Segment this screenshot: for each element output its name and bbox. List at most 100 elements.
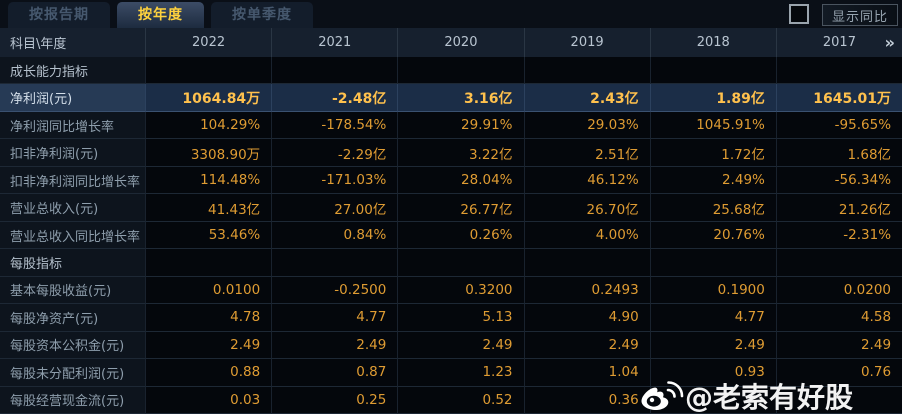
tab-period-0[interactable]: 按报告期 — [8, 2, 110, 28]
row-label: 净利润同比增长率 — [0, 111, 145, 140]
table-cell: 1045.91% — [649, 111, 776, 140]
table-cell: 2.51亿 — [523, 139, 650, 167]
row-label: 成长能力指标 — [0, 57, 145, 85]
table-cell: 0.0200 — [775, 276, 902, 305]
table-cell: 104.29% — [145, 111, 272, 140]
table-cell: 3.16亿 — [397, 84, 524, 112]
table-cell: 0.84% — [271, 221, 398, 250]
show-yoy-checkbox[interactable] — [789, 4, 809, 24]
more-years-icon[interactable]: » — [884, 33, 895, 52]
table-cell: 0.25 — [271, 386, 398, 414]
row-label: 扣非净利润同比增长率 — [0, 166, 145, 195]
table-cell: 46.12% — [523, 166, 650, 195]
year-column-header: 2017 — [775, 28, 902, 57]
table-cell — [523, 57, 650, 85]
table-cell: 5.13 — [397, 304, 524, 332]
row-label: 净利润(元) — [0, 84, 145, 112]
table-cell: 4.78 — [145, 304, 272, 332]
table-cell: 1.89亿 — [649, 84, 776, 112]
table-cell: 0.88 — [145, 359, 272, 387]
year-column-header: 2019 — [523, 28, 650, 57]
table-cell: 0.1900 — [649, 276, 776, 305]
table-cell — [775, 386, 902, 414]
table-row: 营业总收入同比增长率 53.46% 0.84% 0.26% 4.00% 20.76% -2.… — [0, 221, 902, 250]
table-cell: -171.03% — [271, 166, 398, 195]
table-cell: 114.48% — [145, 166, 272, 195]
table-cell — [775, 249, 902, 277]
table-cell: -95.65% — [775, 111, 902, 140]
table-cell: 0.87 — [271, 359, 398, 387]
table-row: 净利润(元) 1064.84万 -2.48亿 3.16亿 2.43亿 1.89亿 1645.… — [0, 84, 902, 112]
table-cell: 0.3200 — [397, 276, 524, 305]
table-cell: 0.0100 — [145, 276, 272, 305]
table-cell: 2.49% — [649, 166, 776, 195]
table-row: 营业总收入(元) 41.43亿 27.00亿 26.77亿 26.70亿 25.68亿 21… — [0, 194, 902, 222]
table-cell: 0.52 — [397, 386, 524, 414]
table-cell: 0.26% — [397, 221, 524, 250]
corner-header: 科目\年度 — [10, 37, 67, 52]
year-headers: 2022 2021 2020 2019 2018 2017 — [145, 28, 902, 57]
table-cell: 0.36 — [523, 386, 650, 414]
table-cell: 2.49 — [523, 331, 650, 360]
section-row: 成长能力指标 — [0, 57, 902, 85]
table-cell: 1645.01万 — [775, 84, 902, 112]
table-cell: 2.49 — [271, 331, 398, 360]
table-cell: 2.49 — [775, 331, 902, 360]
row-label: 基本每股收益(元) — [0, 276, 145, 305]
table-cell — [397, 57, 524, 85]
table-cell — [271, 249, 398, 277]
table-cell: -0.2500 — [271, 276, 398, 305]
year-column-header: 2021 — [271, 28, 397, 57]
table-cell — [649, 386, 776, 414]
table-cell: -2.48亿 — [271, 84, 398, 112]
period-tabbar: 按报告期 按年度 按单季度 显示同比 — [0, 0, 902, 28]
table-cell: -2.31% — [775, 221, 902, 250]
table-cell — [145, 57, 272, 85]
table-cell: 28.04% — [397, 166, 524, 195]
row-label: 每股指标 — [0, 249, 145, 277]
year-column-header: 2018 — [649, 28, 776, 57]
table-cell: 1.23 — [397, 359, 524, 387]
table-cell — [775, 57, 902, 85]
table-row: 每股资本公积金(元) 2.49 2.49 2.49 2.49 2.49 2.49 — [0, 331, 902, 360]
year-column-header: 2022 — [145, 28, 271, 57]
table-row: 基本每股收益(元) 0.0100 -0.2500 0.3200 0.2493 0.1900… — [0, 276, 902, 305]
table-cell: 0.2493 — [523, 276, 650, 305]
table-cell: 0.76 — [775, 359, 902, 387]
table-row: 扣非净利润(元) 3308.90万 -2.29亿 3.22亿 2.51亿 1.72亿 1.6… — [0, 139, 902, 167]
table-cell: 26.70亿 — [523, 194, 650, 222]
row-label: 每股未分配利润(元) — [0, 359, 145, 387]
table-cell: 25.68亿 — [649, 194, 776, 222]
table-cell: 41.43亿 — [145, 194, 272, 222]
table-cell: 4.00% — [523, 221, 650, 250]
table-cell: 0.03 — [145, 386, 272, 414]
table-cell: 4.58 — [775, 304, 902, 332]
period-tabs: 按报告期 按年度 按单季度 — [8, 2, 320, 28]
table-cell: 1.72亿 — [649, 139, 776, 167]
table-cell: 29.91% — [397, 111, 524, 140]
table-cell — [649, 57, 776, 85]
table-cell: 2.43亿 — [523, 84, 650, 112]
table-cell — [397, 249, 524, 277]
table-cell: 4.77 — [649, 304, 776, 332]
table-cell: 2.49 — [397, 331, 524, 360]
tab-period-2[interactable]: 按单季度 — [211, 2, 313, 28]
table-cell: 29.03% — [523, 111, 650, 140]
table-cell: 1.04 — [523, 359, 650, 387]
table-cell: 26.77亿 — [397, 194, 524, 222]
row-label: 扣非净利润(元) — [0, 139, 145, 167]
row-label: 每股经营现金流(元) — [0, 386, 145, 414]
row-label: 营业总收入同比增长率 — [0, 221, 145, 250]
row-label: 每股资本公积金(元) — [0, 331, 145, 360]
table-cell: 4.90 — [523, 304, 650, 332]
table-cell: 4.77 — [271, 304, 398, 332]
year-column-header: 2020 — [397, 28, 523, 57]
table-cell: 0.93 — [649, 359, 776, 387]
table-cell: 1.68亿 — [775, 139, 902, 167]
table-header-row: 科目\年度 2022 2021 2020 2019 2018 2017 » — [0, 28, 902, 58]
table-cell — [523, 249, 650, 277]
table-cell: -56.34% — [775, 166, 902, 195]
show-yoy-button[interactable]: 显示同比 — [822, 4, 898, 26]
table-row: 扣非净利润同比增长率 114.48% -171.03% 28.04% 46.12% 2.4… — [0, 166, 902, 195]
tab-period-1[interactable]: 按年度 — [117, 2, 204, 28]
